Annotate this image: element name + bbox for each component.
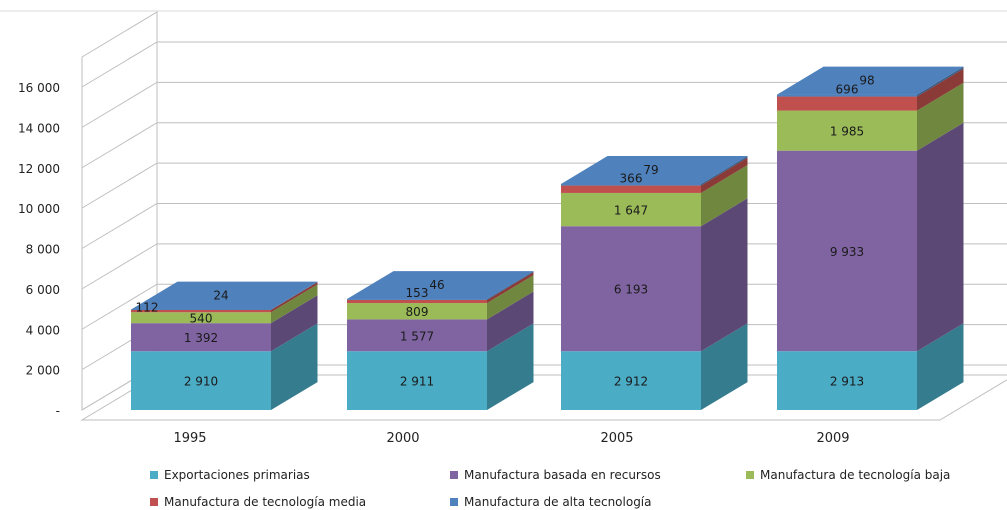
data-label: 696: [836, 83, 859, 97]
bar-segment-side: [917, 66, 964, 97]
data-label: 2 911: [400, 375, 434, 389]
x-tick-label: 2005: [600, 431, 633, 446]
bar-segment-side: [487, 272, 534, 304]
bar-segment-side: [917, 82, 964, 151]
legend-swatch: [746, 471, 754, 479]
bar-segment-front: [777, 110, 917, 151]
y-tick-label: 4 000: [26, 323, 60, 337]
bar-segment-front: [561, 183, 701, 186]
legend-swatch: [150, 471, 158, 479]
legend-item-manufactura-tecnologia-media: Manufactura de tecnología media: [150, 495, 366, 509]
bar-segment-front: [347, 299, 487, 304]
legend-item-manufactura-alta-tecnologia: Manufactura de alta tecnología: [450, 495, 652, 509]
data-label: 809: [406, 305, 429, 319]
bar-segment-side: [701, 165, 748, 227]
data-label: 153: [406, 286, 429, 300]
x-tick-label: 1995: [173, 431, 206, 446]
data-label: 1 985: [830, 125, 864, 139]
bar-segment-side: [917, 323, 964, 410]
data-label: 2 913: [830, 375, 864, 389]
y-tick-label: 16 000: [18, 81, 60, 95]
bar-segment-front: [131, 351, 271, 410]
legend-label: Manufactura de alta tecnología: [464, 495, 652, 509]
stacked-3d-bar-chart: - 2 000 4 000 6 000 8 000 10 000 12 000 14 000 1…: [0, 10, 1007, 446]
bar-segment-front: [777, 96, 917, 111]
bar-segment-side: [917, 68, 964, 111]
data-label: 1 577: [400, 329, 434, 343]
y-tick-label: 12 000: [18, 162, 60, 176]
bar-segment-side: [487, 271, 534, 300]
bar-segment-front: [347, 319, 487, 352]
bar-segment-side: [271, 282, 318, 313]
data-label: 366: [620, 172, 643, 186]
bar-segment-front: [561, 192, 701, 227]
data-label: 79: [643, 163, 658, 177]
legend-label: Exportaciones primarias: [164, 468, 310, 482]
data-label: 540: [190, 312, 213, 326]
data-label: 9 933: [830, 245, 864, 259]
bar-top-face: [347, 271, 534, 300]
legend-label: Manufactura de tecnología baja: [760, 468, 951, 482]
bar-segment-side: [487, 323, 534, 410]
y-tick-label: 14 000: [18, 121, 60, 135]
gridline: [81, 122, 1007, 169]
bar-segment-front: [347, 351, 487, 410]
bar-segment-front: [777, 150, 917, 352]
legend-item-manufactura-tecnologia-baja: Manufactura de tecnología baja: [746, 468, 950, 482]
bar-segment-front: [131, 309, 271, 313]
legend-swatch: [450, 471, 458, 479]
legend-item-exportaciones-primarias: Exportaciones primarias: [150, 468, 310, 482]
bar-segment-side: [271, 323, 318, 410]
gridline: [81, 81, 1007, 128]
data-label: 46: [429, 278, 444, 292]
y-tick-label: 2 000: [26, 364, 60, 378]
y-tick-label: 8 000: [26, 243, 60, 257]
data-label: 1 392: [184, 331, 218, 345]
bar-segment-front: [561, 185, 701, 193]
bar-segment-front: [777, 94, 917, 97]
bar-segment-front: [131, 312, 271, 324]
y-tick-label: 6 000: [26, 283, 60, 297]
data-label: 98: [859, 74, 874, 88]
legend-label: Manufactura basada en recursos: [464, 468, 661, 482]
data-label: 2 912: [614, 375, 648, 389]
data-label: 1 647: [614, 204, 648, 218]
bar-segment-side: [271, 284, 318, 324]
legend-swatch: [450, 498, 458, 506]
data-label: 112: [136, 300, 159, 314]
y-tick-label: 10 000: [18, 202, 60, 216]
bar-segment-front: [561, 351, 701, 410]
legend-item-manufactura-basada-en-recursos: Manufactura basada en recursos: [450, 468, 661, 482]
bar-segment-side: [701, 156, 748, 186]
data-label: 6 193: [614, 283, 648, 297]
legend-swatch: [150, 498, 158, 506]
bar-segment-side: [487, 275, 534, 320]
bar-segment-side: [271, 281, 318, 310]
bar-top-face: [131, 281, 318, 310]
gridline: [81, 41, 1007, 88]
y-tick-label: -: [56, 404, 60, 418]
bar-segment-side: [701, 198, 748, 352]
bar-segment-side: [701, 157, 748, 193]
bar-segment-front: [131, 309, 271, 311]
data-label: 24: [213, 289, 228, 303]
bar-segment-side: [487, 291, 534, 352]
bar-top-face: [777, 66, 964, 95]
x-tick-label: 2009: [816, 431, 849, 446]
bar-segment-front: [777, 351, 917, 410]
data-label: 2 910: [184, 375, 218, 389]
bar-segment-front: [561, 226, 701, 352]
bar-segment-side: [701, 323, 748, 410]
x-tick-label: 2000: [386, 431, 419, 446]
bar-segment-front: [347, 299, 487, 300]
bar-segment-front: [131, 323, 271, 352]
bar-segment-front: [347, 303, 487, 320]
bar-segment-side: [917, 122, 964, 352]
bar-top-face: [561, 156, 748, 184]
legend-label: Manufactura de tecnología media: [164, 495, 367, 509]
bar-segment-side: [271, 295, 318, 352]
